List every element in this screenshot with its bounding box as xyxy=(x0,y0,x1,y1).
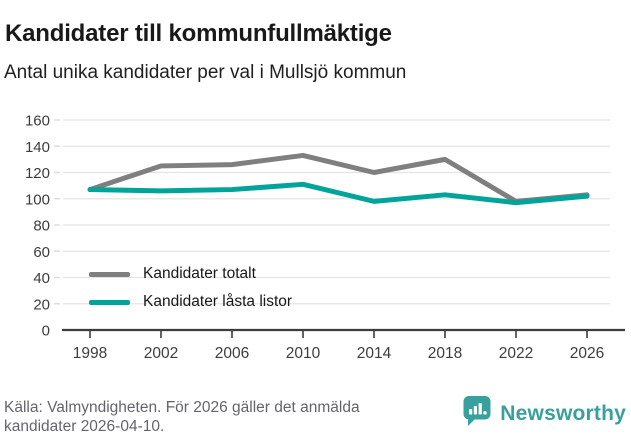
legend-item-locked-lists: Kandidater låsta listor xyxy=(89,290,292,314)
svg-text:2022: 2022 xyxy=(499,345,533,362)
svg-text:2002: 2002 xyxy=(144,345,178,362)
legend-swatch-locked-lists xyxy=(89,299,130,305)
svg-text:2018: 2018 xyxy=(428,345,462,362)
chart-svg: 0 20 40 60 80 100 120 140 160 1998 2002 2006 2010 201… xyxy=(25,113,625,362)
svg-text:120: 120 xyxy=(25,165,50,182)
newsworthy-bar-chart-speech-bubble-icon xyxy=(462,395,492,432)
source-note: Källa: Valmyndigheten. För 2026 gäller d… xyxy=(4,399,360,435)
svg-text:2026: 2026 xyxy=(570,345,604,362)
chart-subtitle: Antal unika kandidater per val i Mullsjö… xyxy=(4,62,407,83)
svg-text:2010: 2010 xyxy=(286,345,321,362)
svg-text:2014: 2014 xyxy=(357,345,392,362)
svg-text:60: 60 xyxy=(33,244,50,261)
legend-label-locked-lists: Kandidater låsta listor xyxy=(143,293,293,310)
svg-text:160: 160 xyxy=(25,113,50,130)
legend-label-total: Kandidater totalt xyxy=(143,265,256,282)
legend: Kandidater totalt Kandidater låsta listo… xyxy=(89,262,292,314)
page-title: Kandidater till kommunfullmäktige xyxy=(5,20,392,48)
newsworthy-logo: Newsworthy xyxy=(462,395,626,432)
svg-text:80: 80 xyxy=(33,218,50,235)
svg-text:2006: 2006 xyxy=(215,345,249,362)
svg-text:0: 0 xyxy=(42,323,50,340)
svg-text:40: 40 xyxy=(33,270,50,287)
newsworthy-logo-text: Newsworthy xyxy=(500,401,626,425)
svg-text:1998: 1998 xyxy=(73,345,107,362)
svg-text:140: 140 xyxy=(25,139,50,156)
legend-item-total: Kandidater totalt xyxy=(89,262,292,286)
svg-text:100: 100 xyxy=(25,191,50,208)
legend-swatch-total xyxy=(89,271,130,277)
svg-text:20: 20 xyxy=(33,296,50,313)
